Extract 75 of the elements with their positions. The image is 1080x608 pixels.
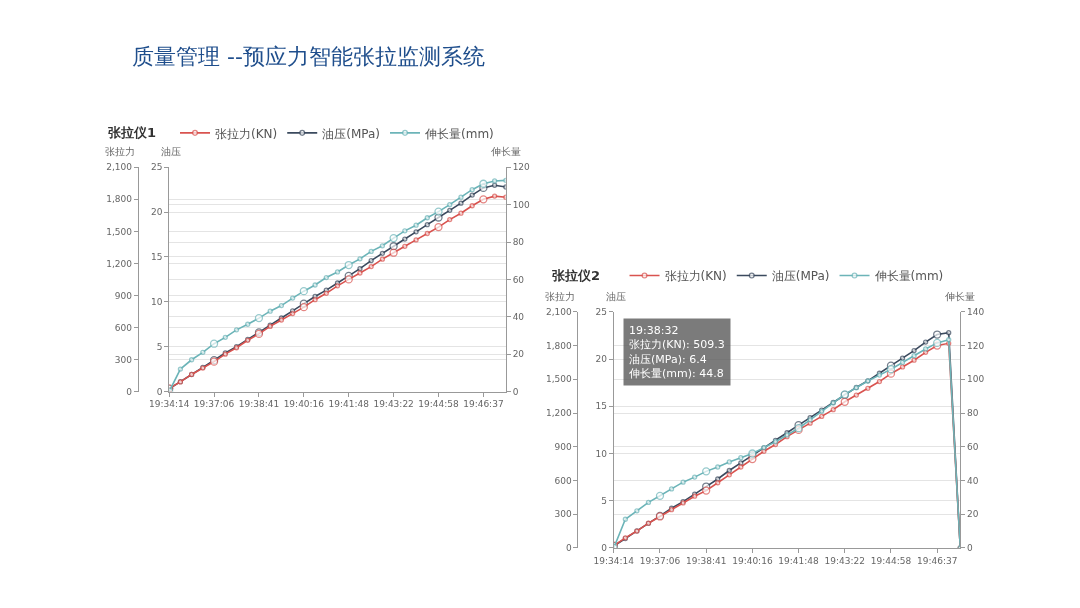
y3-tick-label: 40	[967, 475, 979, 486]
y3-tick-label: 60	[967, 441, 979, 452]
y-tick-label: 1,200	[545, 408, 572, 419]
y-tick-label: 1,500	[545, 374, 572, 385]
y2-tick-label: 5	[156, 341, 163, 352]
y3-tick-label: 80	[512, 237, 525, 248]
x-tick-label: 19:38:41	[238, 399, 280, 410]
y-tick-label: 300	[114, 354, 133, 365]
y3-tick-label: 120	[967, 340, 985, 351]
y3-tick-label: 100	[512, 199, 531, 210]
x-tick-label: 19:34:14	[593, 555, 635, 566]
y3-tick-label: 20	[967, 509, 979, 520]
x-tick-label: 19:44:58	[418, 399, 459, 410]
x-tick-label: 19:46:37	[463, 399, 504, 410]
y-tick-label: 1,500	[106, 226, 133, 237]
y2-tick-label: 20	[595, 354, 608, 365]
y2-tick-label: 25	[150, 162, 163, 173]
y-tick-label: 2,100	[106, 162, 133, 173]
y-axis-title: 张拉力	[105, 146, 135, 157]
legend-label: 伸长量(mm)	[873, 269, 944, 284]
y3-tick-label: 80	[967, 408, 979, 419]
y2-axis-title: 油压	[161, 146, 181, 157]
x-tick-label: 19:46:37	[916, 555, 958, 566]
y2-tick-label: 5	[601, 495, 607, 506]
chart-title: 张拉仪2	[552, 268, 601, 283]
legend-label: 张拉力(KN)	[215, 126, 278, 141]
y2-tick-label: 0	[601, 543, 608, 554]
y2-tick-label: 20	[150, 207, 163, 218]
y3-axis-title: 伸长量	[491, 146, 521, 157]
y2-tick-label: 0	[156, 386, 163, 397]
y-tick-label: 1,800	[106, 194, 133, 205]
y-tick-label: 900	[114, 290, 133, 301]
y3-tick-label: 60	[512, 274, 525, 285]
y3-tick-label: 0	[967, 543, 974, 554]
y-tick-label: 900	[554, 441, 572, 452]
y-tick-label: 0	[565, 543, 572, 554]
y-tick-label: 1,200	[106, 258, 133, 269]
y-tick-label: 1,800	[545, 340, 572, 351]
x-tick-label: 19:41:48	[778, 555, 820, 566]
x-tick-label: 19:43:22	[824, 555, 865, 566]
y3-tick-label: 100	[967, 374, 985, 385]
y-tick-label: 600	[114, 322, 133, 333]
y3-tick-label: 140	[967, 307, 985, 318]
text: 质量管理 --预应力智能张拉监测系统	[132, 44, 485, 69]
y-tick-label: 600	[554, 475, 572, 486]
y2-tick-label: 15	[595, 401, 607, 412]
legend-label: 伸长量(mm)	[424, 126, 494, 141]
x-tick-label: 19:43:22	[373, 399, 414, 410]
x-tick-label: 19:41:48	[328, 399, 370, 410]
legend-label: 张拉力(KN)	[664, 269, 727, 284]
y2-tick-label: 10	[595, 448, 608, 459]
y-tick-label: 300	[554, 509, 572, 520]
x-tick-label: 19:40:16	[732, 555, 773, 566]
y2-tick-label: 10	[150, 296, 163, 307]
y-axis-title: 张拉力	[545, 291, 575, 302]
y-tick-label: 0	[126, 386, 133, 397]
legend-label: 油压(MPa)	[771, 269, 830, 284]
y2-tick-label: 25	[595, 307, 607, 318]
y3-tick-label: 20	[512, 349, 525, 360]
y2-tick-label: 15	[150, 252, 163, 263]
y-tick-label: 2,100	[545, 307, 572, 318]
legend-label: 油压(MPa)	[322, 126, 381, 141]
x-tick-label: 19:37:06	[639, 555, 681, 566]
annotation: 19:38:32 张拉力(KN): 509.3 油压(MPa): 6.4 伸长量(mm): 44.8	[629, 324, 725, 380]
y2-axis-title: 油压	[606, 291, 626, 302]
y3-tick-label: 0	[512, 386, 519, 397]
y3-tick-label: 40	[512, 311, 525, 322]
y3-axis-title: 伸长量	[945, 291, 975, 302]
x-tick-label: 19:34:14	[148, 399, 190, 410]
chart-title: 张拉仪1	[108, 125, 157, 140]
x-tick-label: 19:38:41	[685, 555, 727, 566]
x-tick-label: 19:40:16	[283, 399, 325, 410]
x-tick-label: 19:44:58	[870, 555, 912, 566]
y3-tick-label: 120	[512, 162, 531, 173]
x-tick-label: 19:37:06	[193, 399, 235, 410]
